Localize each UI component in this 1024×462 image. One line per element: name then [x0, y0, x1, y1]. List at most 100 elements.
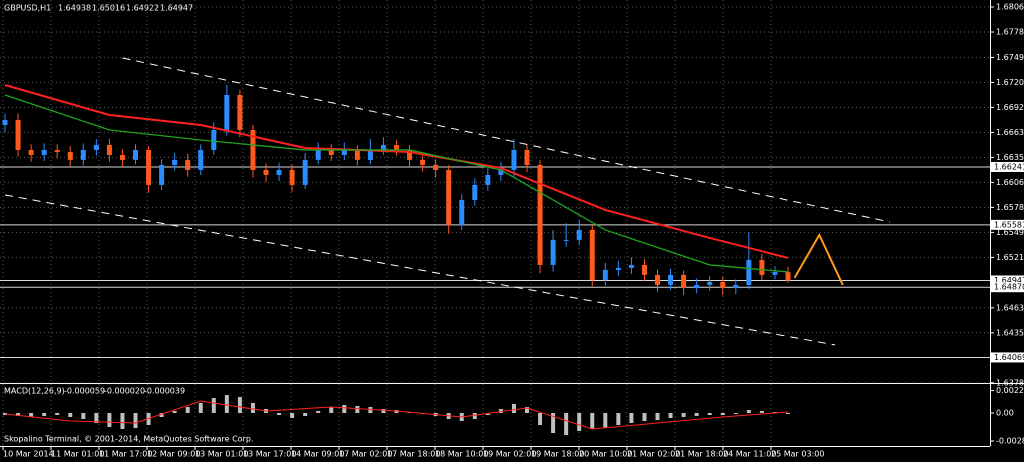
macd-bar: [694, 413, 699, 416]
x-tick-label: 21 Mar 02:00: [627, 450, 680, 459]
candle-body: [263, 169, 269, 175]
symbol: GBPUSD,H1: [4, 4, 51, 13]
candle-body: [41, 149, 47, 155]
x-tick-label: 11 Mar 01:00: [51, 450, 104, 459]
macd-signal-line: [4, 400, 789, 430]
ohlc-high: 1.65016: [92, 4, 125, 13]
x-tick-label: 25 Mar 03:00: [771, 450, 824, 459]
ohlc-low: 1.64922: [126, 4, 159, 13]
candle-body: [628, 264, 634, 268]
candle-body: [707, 281, 713, 285]
x-tick-label: 12 Mar 09:00: [147, 450, 200, 459]
candle-body: [472, 184, 478, 200]
candle-body: [589, 229, 595, 280]
candle-body: [133, 149, 138, 160]
level-label: 1.64870: [994, 283, 1024, 292]
candle-body: [420, 159, 426, 165]
macd-bar: [472, 413, 477, 419]
macd-bar: [485, 413, 490, 415]
macd-bar: [655, 413, 660, 420]
y-tick-label: 1.65495: [996, 228, 1024, 237]
macd-bar: [616, 413, 621, 425]
macd-bar: [786, 413, 790, 414]
macd-bar: [42, 413, 47, 416]
candle-body: [759, 259, 765, 275]
candle-body: [785, 271, 791, 281]
macd-bar: [224, 395, 229, 413]
macd-bar: [185, 407, 190, 413]
candle-body: [537, 164, 543, 265]
candle-body: [211, 129, 217, 150]
macd-bar: [16, 413, 21, 416]
candle-body: [237, 94, 243, 130]
macd-bar: [759, 411, 764, 413]
footer: Skopalino Terminal, © 2001-2014, MetaQuo…: [4, 435, 253, 444]
x-tick-label: 17 Mar 18:00: [387, 450, 440, 459]
candle-body: [655, 274, 660, 285]
macd-y-tick-label: -0.00280: [996, 437, 1024, 446]
indicator-line: [793, 232, 844, 286]
x-tick-label: 18 Mar 10:00: [435, 450, 488, 459]
macd-bar: [172, 411, 177, 413]
level-label-box: [991, 161, 1024, 172]
x-tick-label: 17 Mar 02:00: [339, 450, 392, 459]
macd-bar: [329, 407, 334, 413]
y-tick-label: 1.65780: [996, 203, 1024, 212]
y-tick-label: 1.67780: [996, 28, 1024, 37]
candle-body: [2, 119, 8, 125]
macd-bar: [237, 397, 242, 413]
candle-body: [576, 229, 582, 240]
macd-signal: -0.000020: [104, 387, 145, 396]
macd-bar: [733, 413, 738, 414]
level-label-box: [991, 275, 1024, 286]
macd-bar: [551, 413, 556, 433]
x-tick-label: 11 Mar 17:00: [99, 450, 152, 459]
macd-bar: [642, 413, 647, 421]
y-tick-label: 1.68065: [996, 3, 1024, 12]
macd-bar: [668, 413, 673, 418]
candle-body: [198, 149, 204, 170]
candle-body: [746, 259, 752, 285]
macd-y-tick-label: 0.002247: [996, 386, 1024, 395]
candle-body: [498, 169, 504, 175]
macd-bar: [250, 403, 255, 413]
x-tick-label: 13 Mar 01:00: [195, 450, 248, 459]
macd-bar: [81, 413, 86, 419]
level-label-box: [991, 352, 1024, 363]
candle-body: [668, 274, 674, 285]
candle-body: [172, 159, 178, 165]
candle-body: [394, 144, 399, 150]
candle-body: [446, 169, 452, 225]
macd-bar: [211, 398, 216, 413]
candle-body: [407, 149, 413, 160]
candle-body: [289, 169, 295, 185]
candle-body: [119, 154, 125, 160]
candle-body: [681, 274, 687, 288]
indicator-line: [122, 57, 890, 223]
candle-body: [54, 149, 60, 152]
candle-body: [93, 144, 99, 150]
candle-body: [511, 149, 517, 170]
candle-body: [694, 284, 700, 288]
macd-bar: [577, 413, 582, 431]
y-tick-label: 1.66635: [996, 128, 1024, 137]
macd-bar: [159, 413, 164, 417]
macd-hist: -0.000039: [144, 387, 185, 396]
macd-bar: [355, 406, 360, 413]
indicator-line: [4, 84, 789, 259]
candle-body: [67, 151, 73, 160]
candle-body: [185, 159, 191, 170]
macd-bar: [681, 413, 686, 417]
level-label-box: [991, 219, 1024, 230]
macd-bar: [198, 403, 203, 413]
macd-y-tick-label: 0.00: [996, 409, 1014, 418]
candle-body: [485, 174, 491, 185]
macd-bar: [316, 411, 321, 413]
macd-bar: [68, 413, 73, 417]
macd-bar: [55, 413, 60, 415]
candle-body: [341, 149, 347, 155]
macd-bar: [381, 409, 386, 413]
candle-body: [250, 129, 256, 170]
candle-body: [615, 267, 621, 270]
